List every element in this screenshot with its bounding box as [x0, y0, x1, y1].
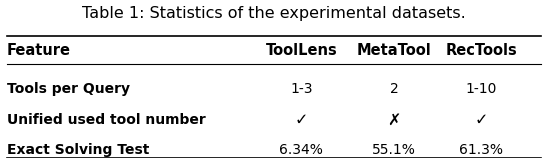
- Text: Feature: Feature: [7, 43, 71, 58]
- Text: ✓: ✓: [295, 113, 308, 128]
- Text: 1-3: 1-3: [290, 82, 312, 96]
- Text: 61.3%: 61.3%: [459, 143, 503, 157]
- Text: ✗: ✗: [387, 113, 401, 128]
- Text: 1-10: 1-10: [465, 82, 497, 96]
- Text: Exact Solving Test: Exact Solving Test: [7, 143, 149, 157]
- Text: ✓: ✓: [475, 113, 488, 128]
- Text: RecTools: RecTools: [446, 43, 517, 58]
- Text: 2: 2: [390, 82, 398, 96]
- Text: MetaTool: MetaTool: [357, 43, 431, 58]
- Text: 55.1%: 55.1%: [372, 143, 416, 157]
- Text: 6.34%: 6.34%: [279, 143, 323, 157]
- Text: Table 1: Statistics of the experimental datasets.: Table 1: Statistics of the experimental …: [82, 6, 466, 21]
- Text: Unified used tool number: Unified used tool number: [7, 113, 206, 127]
- Text: Tools per Query: Tools per Query: [7, 82, 130, 96]
- Text: ToolLens: ToolLens: [265, 43, 337, 58]
